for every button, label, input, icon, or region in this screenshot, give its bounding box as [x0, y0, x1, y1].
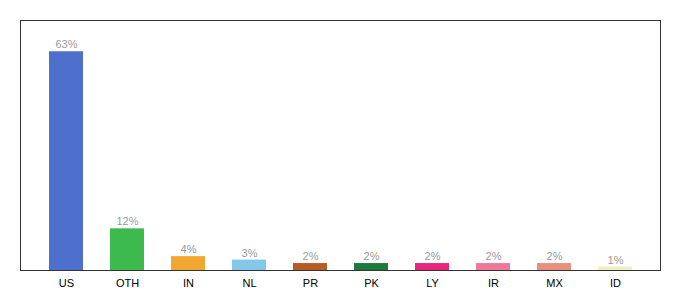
svg-text:2%: 2% [547, 250, 563, 262]
svg-text:2%: 2% [425, 250, 441, 262]
svg-text:PR: PR [303, 277, 318, 289]
svg-text:2%: 2% [364, 250, 380, 262]
svg-text:2%: 2% [486, 250, 502, 262]
svg-text:LY: LY [426, 277, 439, 289]
svg-text:IR: IR [488, 277, 499, 289]
svg-text:PK: PK [364, 277, 379, 289]
svg-text:NL: NL [242, 277, 256, 289]
svg-text:IN: IN [183, 277, 194, 289]
svg-text:OTH: OTH [116, 277, 139, 289]
svg-text:MX: MX [546, 277, 563, 289]
svg-text:63%: 63% [55, 38, 77, 50]
svg-text:3%: 3% [242, 247, 258, 259]
svg-text:US: US [59, 277, 74, 289]
svg-text:ID: ID [610, 277, 621, 289]
svg-text:12%: 12% [116, 215, 138, 227]
svg-text:1%: 1% [608, 254, 624, 266]
svg-text:2%: 2% [303, 250, 319, 262]
svg-text:4%: 4% [181, 243, 197, 255]
